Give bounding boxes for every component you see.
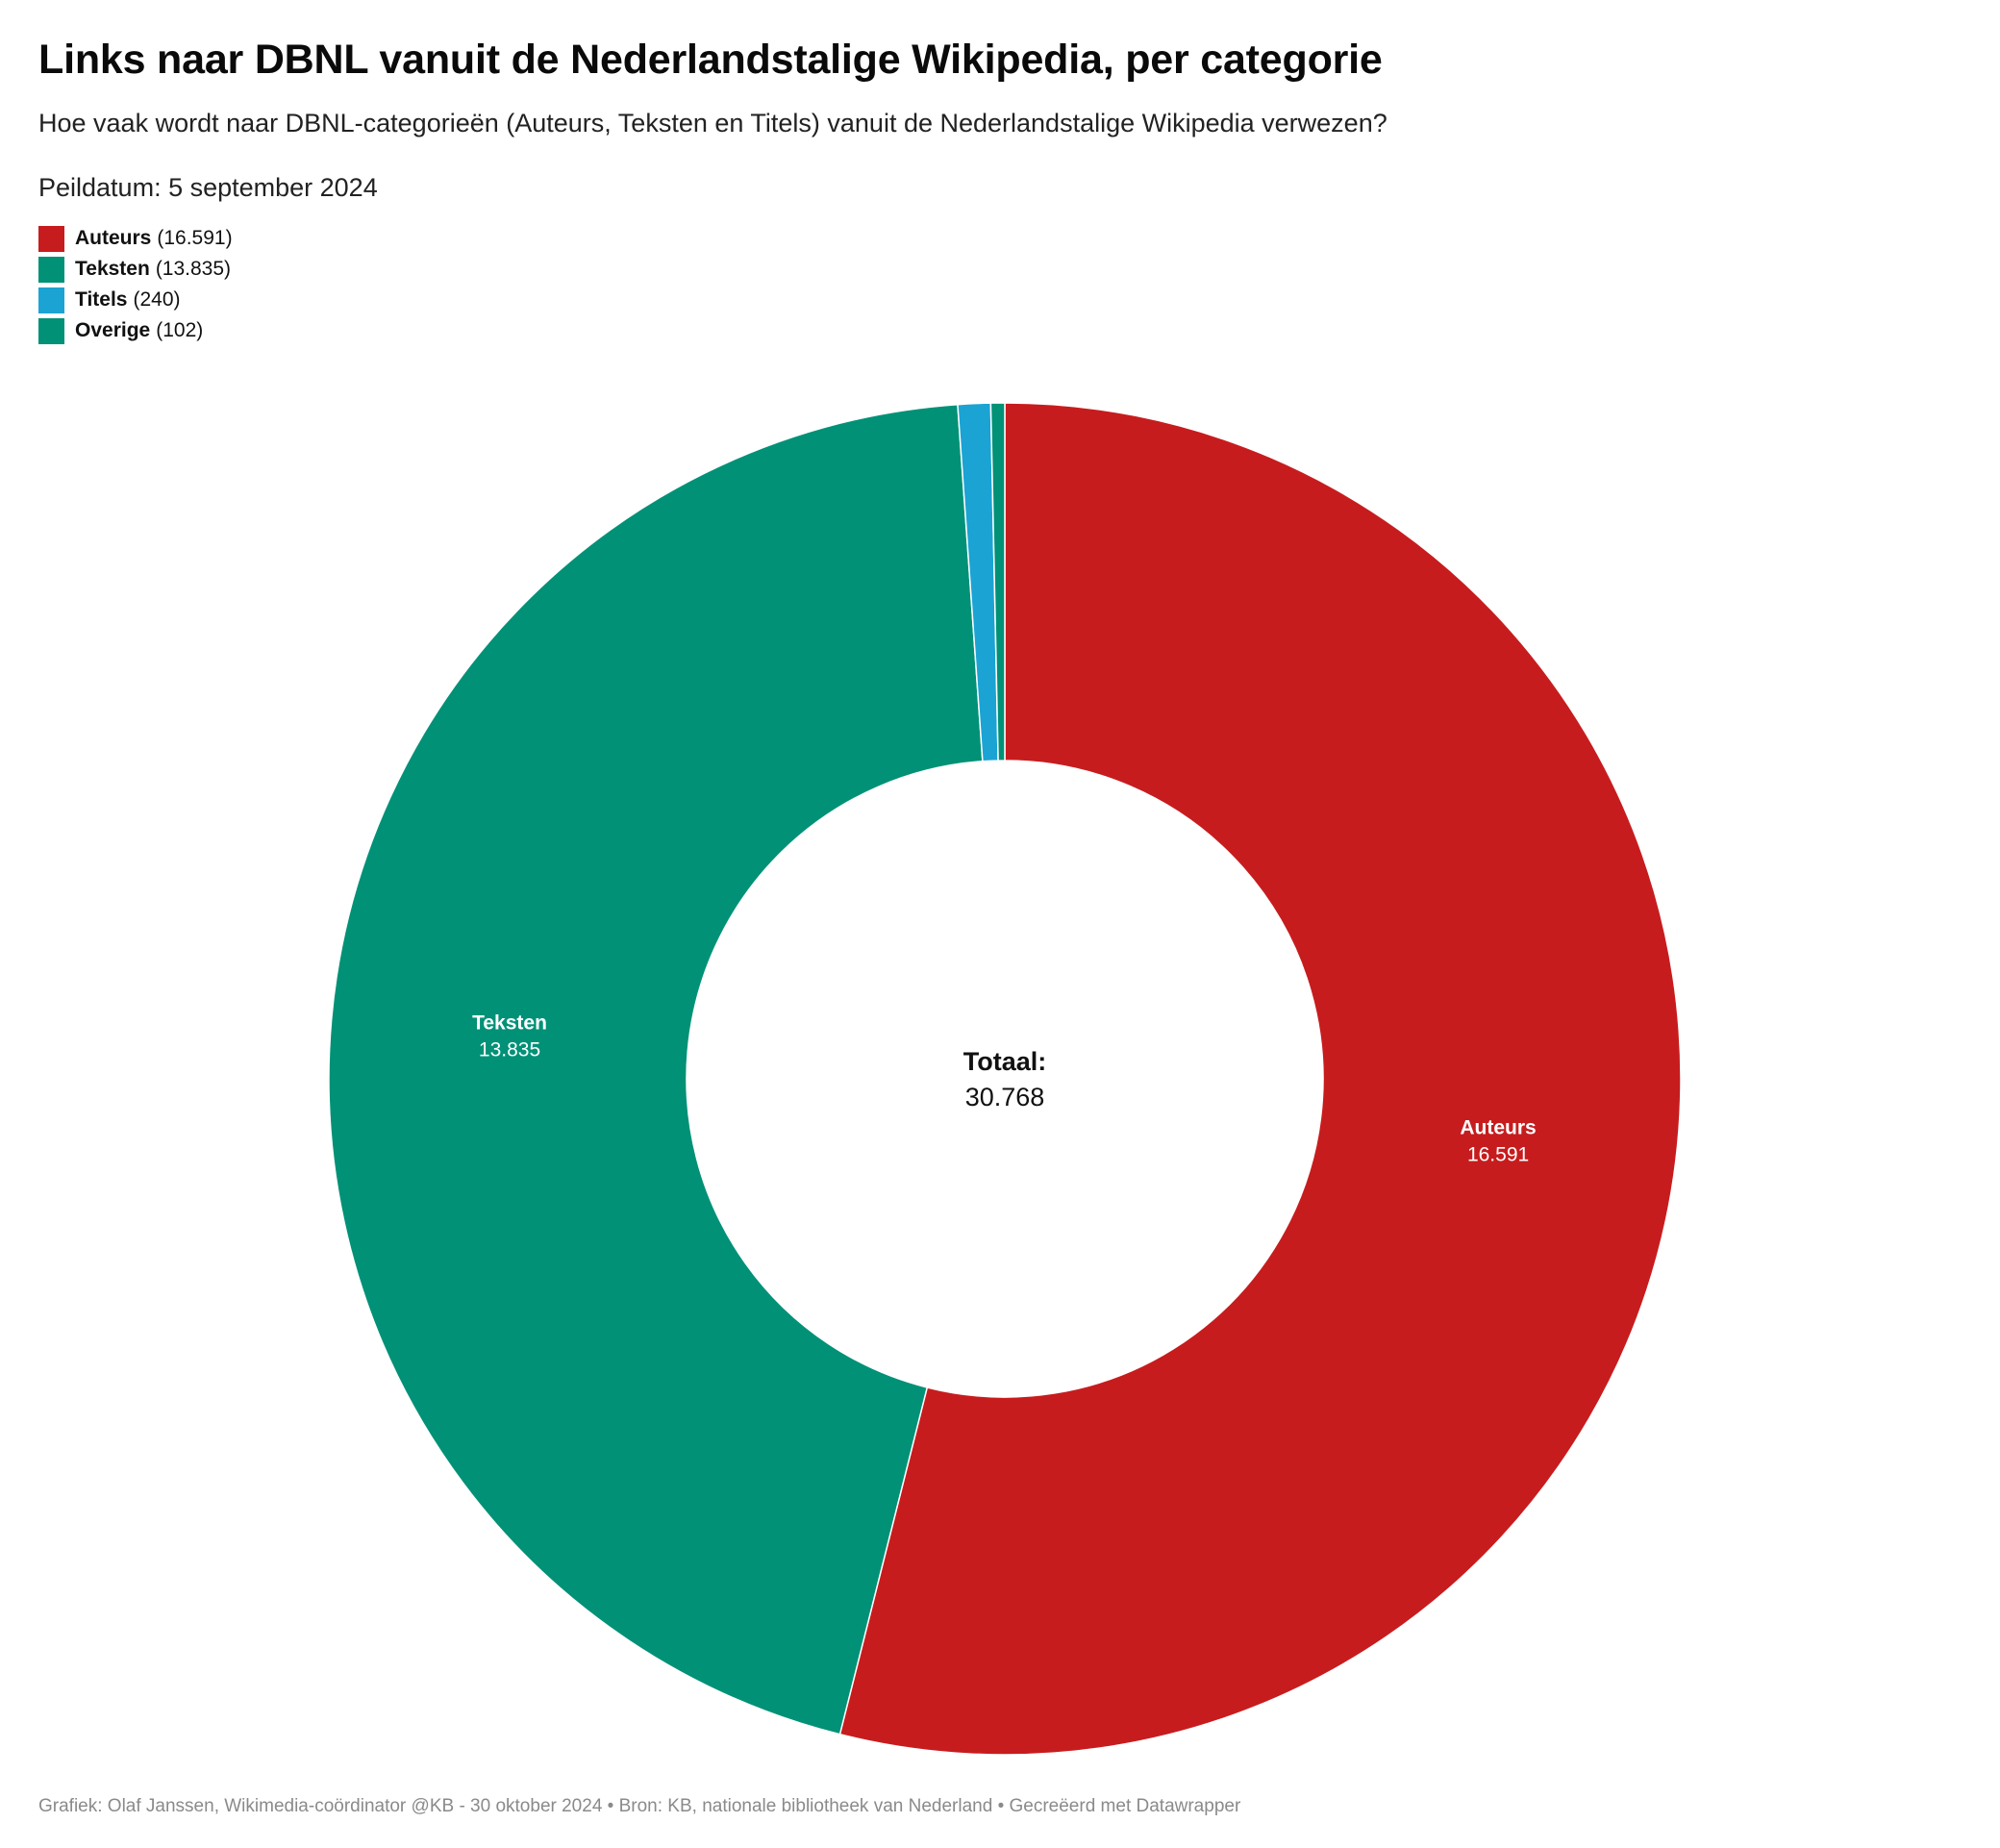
legend-swatch xyxy=(38,256,64,283)
reference-date: Peildatum: 5 september 2024 xyxy=(38,173,378,202)
legend-label: Auteurs xyxy=(75,227,152,249)
slice-label-teksten: Teksten xyxy=(472,1011,547,1034)
legend: Auteurs (16.591) Teksten (13.835) Titels… xyxy=(38,223,233,346)
legend-swatch xyxy=(38,225,64,252)
donut-slices xyxy=(328,402,1682,1756)
slice-label-auteurs: Auteurs xyxy=(1460,1117,1536,1139)
footer-credit: Grafiek: Olaf Janssen, Wikimedia-coördin… xyxy=(38,1796,1241,1816)
legend-label: Overige xyxy=(75,319,151,341)
slice-overige xyxy=(989,402,1006,762)
slice-value-auteurs: 16.591 xyxy=(1467,1144,1529,1166)
slice-teksten xyxy=(328,403,984,1736)
legend-item-teksten: Teksten (13.835) xyxy=(38,254,233,285)
legend-value: (102) xyxy=(156,319,204,341)
legend-value: (240) xyxy=(133,288,181,311)
center-total-label: Totaal: xyxy=(963,1047,1047,1076)
legend-label: Teksten xyxy=(75,258,150,280)
chart-subtitle: Hoe vaak wordt naar DBNL-categorieën (Au… xyxy=(38,109,1388,137)
slice-auteurs xyxy=(838,402,1682,1756)
legend-item-titels: Titels (240) xyxy=(38,285,233,315)
legend-value: (16.591) xyxy=(157,227,233,249)
legend-swatch xyxy=(38,317,64,344)
legend-swatch xyxy=(38,287,64,313)
legend-label: Titels xyxy=(75,288,128,311)
legend-value: (13.835) xyxy=(155,258,232,280)
slice-value-teksten: 13.835 xyxy=(479,1038,540,1061)
slice-labels: Auteurs 16.591 Teksten 13.835 xyxy=(472,1011,1537,1165)
legend-item-auteurs: Auteurs (16.591) xyxy=(38,223,233,254)
center-total-value: 30.768 xyxy=(965,1083,1045,1111)
chart-title: Links naar DBNL vanuit de Nederlandstali… xyxy=(38,37,1383,83)
legend-item-overige: Overige (102) xyxy=(38,315,233,346)
